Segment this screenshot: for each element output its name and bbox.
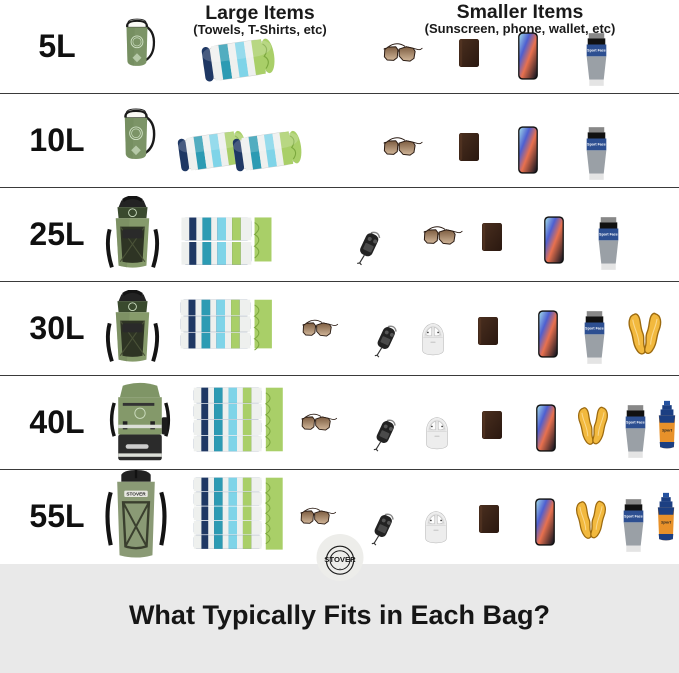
svg-text:STOVER: STOVER bbox=[324, 555, 356, 564]
svg-text:Sport Face: Sport Face bbox=[599, 232, 618, 236]
svg-text:Sport Face: Sport Face bbox=[585, 326, 604, 330]
svg-text:Sport Face: Sport Face bbox=[587, 142, 606, 146]
svg-text:Sport: Sport bbox=[662, 428, 673, 432]
svg-text:Sport Face: Sport Face bbox=[626, 420, 645, 424]
svg-text:STOVER: STOVER bbox=[126, 492, 146, 497]
svg-text:Sport Face: Sport Face bbox=[624, 514, 643, 518]
svg-text:Sport Face: Sport Face bbox=[587, 48, 606, 52]
svg-text:Sport: Sport bbox=[661, 520, 672, 524]
